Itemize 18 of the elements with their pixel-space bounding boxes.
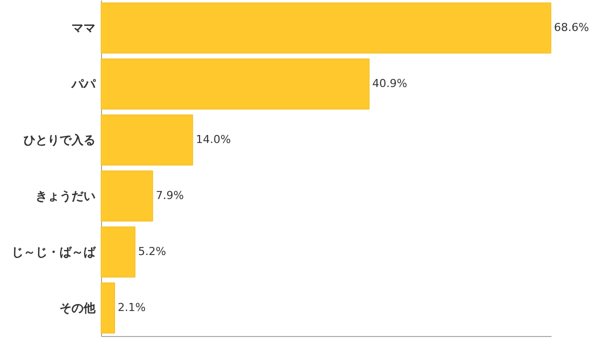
bar: [100, 282, 116, 334]
bar: [100, 170, 154, 222]
data-label: 5.2%: [138, 245, 166, 258]
data-label: 40.9%: [372, 77, 408, 90]
y-tick-label: その他: [60, 301, 96, 315]
data-label: 7.9%: [156, 189, 184, 202]
y-tick-label: じ～じ・ば～ば: [12, 245, 96, 259]
bar: [100, 114, 194, 166]
bar: [100, 2, 552, 54]
y-tick-label: ひとりで入る: [24, 133, 96, 147]
y-tick-label: ママ: [72, 21, 96, 35]
bar: [100, 58, 370, 110]
y-tick-label: パパ: [70, 77, 96, 91]
data-label: 2.1%: [118, 301, 146, 314]
y-tick-label: きょうだい: [36, 189, 96, 203]
data-label: 68.6%: [554, 21, 589, 34]
data-label: 14.0%: [196, 133, 231, 146]
bar: [100, 226, 136, 278]
